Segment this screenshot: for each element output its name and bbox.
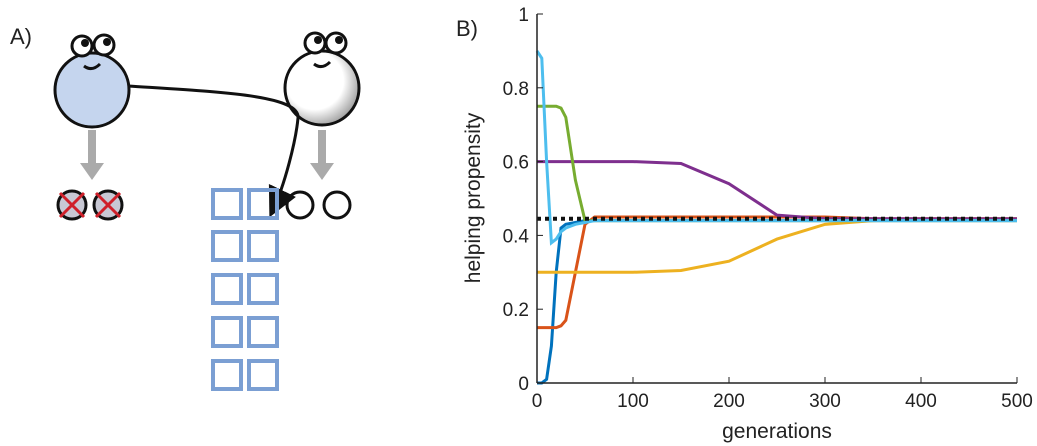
y-tick-label: 0.4 — [503, 226, 530, 247]
pupil — [335, 36, 343, 44]
eye — [324, 31, 348, 55]
eye — [92, 33, 116, 57]
series-line — [537, 160, 1017, 221]
x-tick-label: 400 — [905, 391, 937, 412]
x-tick-label: 100 — [617, 391, 649, 412]
x-tick-label: 200 — [713, 391, 745, 412]
y-tick-label: 0.6 — [503, 153, 529, 174]
x-tick-label: 300 — [809, 391, 841, 412]
panel-a: A) — [10, 24, 361, 391]
help-arrow — [127, 84, 300, 218]
y-tick-label: 0.2 — [503, 300, 529, 321]
smile — [313, 60, 332, 69]
eye — [303, 31, 327, 55]
pupil — [103, 38, 111, 46]
pupil — [314, 36, 322, 44]
helper-body — [53, 51, 131, 129]
smile — [83, 62, 102, 71]
own-offspring — [285, 190, 352, 220]
lost-offspring — [56, 189, 124, 221]
pupil — [81, 39, 89, 47]
offspring-arrow-head — [80, 163, 104, 180]
extra-offspring — [211, 188, 279, 391]
eye — [70, 34, 94, 58]
offspring-arrow-head — [310, 163, 334, 180]
x-tick-label: 0 — [532, 391, 543, 412]
x-tick-label: 500 — [1001, 391, 1033, 412]
series-line — [537, 104, 1017, 223]
panel-label: A) — [10, 24, 32, 49]
x-axis-label: generations — [722, 420, 832, 443]
y-tick-label: 1 — [518, 5, 529, 26]
y-axis-label: helping propensity — [462, 112, 485, 283]
panel-label: B) — [456, 16, 478, 41]
y-tick-label: 0.8 — [503, 79, 529, 100]
series-line — [537, 219, 1017, 385]
y-tick-label: 0 — [518, 374, 529, 395]
series-line — [537, 217, 1017, 274]
panel-b: B) generations helping propensity 0 0.2 0.… — [456, 5, 1033, 443]
